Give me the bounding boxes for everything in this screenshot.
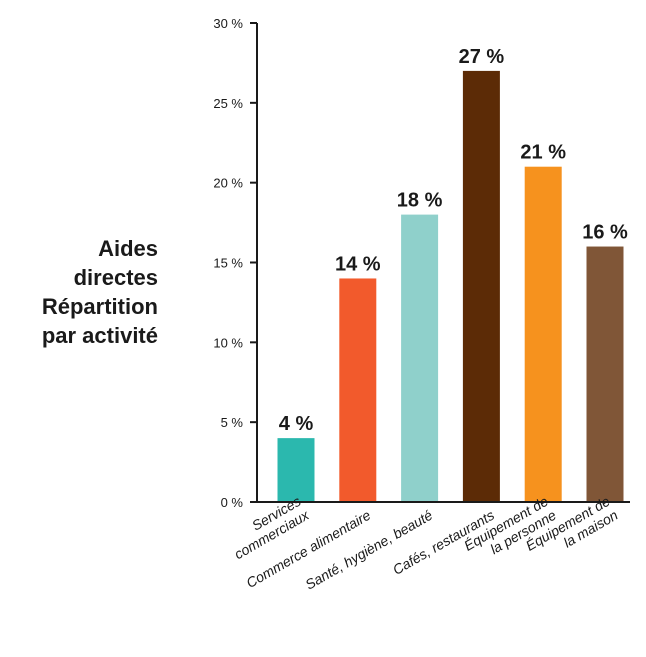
y-tick-label: 25 %	[213, 96, 243, 111]
y-tick-label: 15 %	[213, 256, 243, 271]
bars: 4 % 14 % 18 % 27 % 21 % 16 %	[277, 46, 628, 503]
data-label: 14 %	[335, 253, 381, 275]
data-label: 16 %	[582, 222, 628, 244]
y-tick-label: 5 %	[221, 415, 244, 430]
bar	[401, 214, 439, 502]
data-label: 27 %	[459, 46, 505, 68]
y-tick-label: 30 %	[213, 16, 243, 31]
y-axis: 0 % 5 % 10 % 15 % 20 % 25 % 30 %	[213, 16, 258, 510]
data-label: 18 %	[397, 190, 443, 212]
y-tick-label: 10 %	[213, 335, 243, 350]
y-tick-label: 0 %	[221, 495, 244, 510]
data-label: 4 %	[279, 413, 314, 435]
bar	[586, 246, 624, 502]
bar	[524, 166, 562, 502]
bar	[277, 438, 315, 502]
bar	[462, 70, 500, 503]
chart-title: Aides directes Répartition par activité	[41, 236, 158, 348]
data-label: 21 %	[520, 142, 566, 164]
y-tick-label: 20 %	[213, 176, 243, 191]
bar	[339, 278, 377, 502]
